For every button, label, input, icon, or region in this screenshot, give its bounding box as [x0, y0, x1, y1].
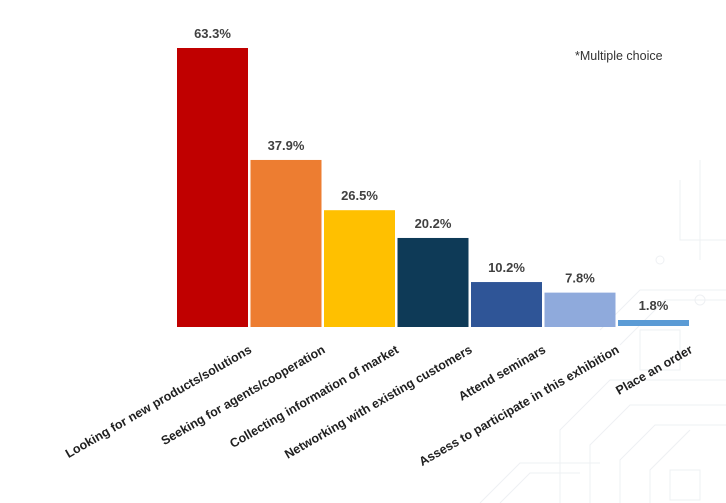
bar-6 — [544, 292, 616, 327]
category-label-7: Place an order — [613, 342, 695, 397]
category-labels-group: Looking for new products/solutionsSeekin… — [63, 342, 695, 469]
multiple-choice-note: *Multiple choice — [575, 49, 663, 63]
data-label-6: 7.8% — [565, 271, 595, 286]
bars-group — [177, 48, 689, 327]
bar-3 — [324, 210, 395, 327]
bar-4 — [397, 237, 469, 327]
bar-7 — [618, 320, 689, 326]
data-labels-group: 63.3% 37.9% 26.5% 20.2% 10.2% 7.8% 1.8% — [194, 26, 669, 313]
bar-1 — [177, 48, 248, 327]
bar-2 — [250, 159, 322, 327]
data-label-4: 20.2% — [415, 216, 452, 231]
data-label-1: 63.3% — [194, 26, 231, 41]
data-label-3: 26.5% — [341, 188, 378, 203]
data-label-2: 37.9% — [268, 138, 305, 153]
data-label-5: 10.2% — [488, 260, 525, 275]
data-label-7: 1.8% — [639, 298, 669, 313]
bar-5 — [471, 282, 542, 327]
